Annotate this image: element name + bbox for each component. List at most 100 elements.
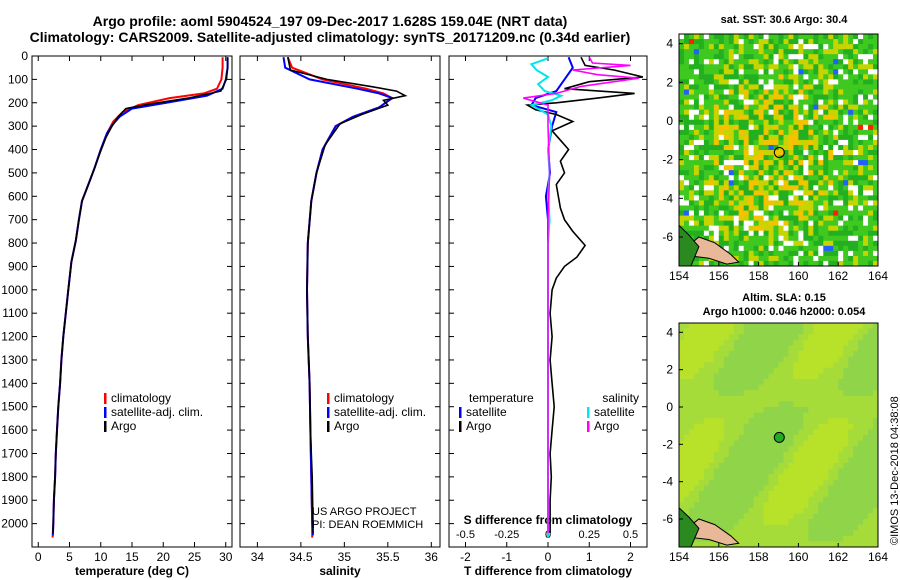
map-cell bbox=[828, 407, 834, 414]
map-cell bbox=[868, 175, 874, 181]
map-cell bbox=[778, 440, 784, 447]
x-tick-label: 5 bbox=[66, 550, 73, 564]
map-cell bbox=[778, 49, 784, 55]
map-cell bbox=[863, 384, 869, 391]
map-cell bbox=[863, 99, 869, 106]
map-cell bbox=[773, 491, 779, 498]
map-cell bbox=[738, 109, 745, 116]
map-cell bbox=[803, 401, 809, 408]
legend-swatch bbox=[104, 407, 107, 418]
map-cell bbox=[768, 351, 775, 358]
map-cell bbox=[703, 165, 710, 171]
map-cell bbox=[763, 94, 770, 101]
map-cell bbox=[778, 362, 784, 369]
map-cell bbox=[793, 39, 799, 45]
map-cell bbox=[733, 165, 740, 171]
map-cell bbox=[873, 180, 879, 186]
map-cell bbox=[803, 524, 809, 531]
map-cell bbox=[853, 367, 859, 374]
map-cell bbox=[838, 69, 844, 75]
map-cell bbox=[713, 384, 720, 391]
map-cell bbox=[813, 530, 819, 537]
map-cell bbox=[738, 463, 745, 470]
map-cell bbox=[708, 225, 715, 232]
map-cell bbox=[823, 440, 829, 447]
map-cell bbox=[833, 134, 839, 141]
map-cell bbox=[753, 139, 760, 146]
map-cell bbox=[768, 384, 775, 391]
map-cell bbox=[693, 190, 700, 196]
map-cell bbox=[738, 155, 745, 161]
map-cell bbox=[788, 225, 794, 232]
map-cell bbox=[818, 99, 824, 106]
map-cell bbox=[843, 496, 849, 503]
map-cell bbox=[858, 114, 864, 121]
map-cell bbox=[813, 418, 819, 425]
map-cell bbox=[863, 530, 869, 537]
map-cell bbox=[708, 79, 715, 85]
map-cell bbox=[773, 479, 779, 486]
map-cell bbox=[818, 435, 824, 442]
map-cell bbox=[783, 185, 789, 191]
map-cell bbox=[783, 491, 789, 498]
map-cell bbox=[793, 535, 799, 542]
map-cell bbox=[748, 429, 755, 436]
map-cell bbox=[868, 351, 874, 358]
map-cell bbox=[858, 129, 864, 136]
map-cell bbox=[713, 34, 720, 40]
map-cell bbox=[828, 205, 834, 212]
map-cell bbox=[808, 260, 814, 267]
map-cell bbox=[758, 210, 765, 217]
map-cell bbox=[698, 401, 705, 408]
map-cell bbox=[698, 328, 705, 335]
map-cell bbox=[758, 235, 765, 242]
map-cell bbox=[813, 323, 819, 330]
map-cell bbox=[808, 474, 814, 481]
map-cell bbox=[743, 496, 750, 503]
map-cell bbox=[853, 530, 859, 537]
map-cell bbox=[718, 479, 725, 486]
map-cell bbox=[803, 54, 809, 60]
map-cell bbox=[788, 139, 794, 146]
map-cell bbox=[679, 395, 685, 402]
map-cell bbox=[843, 170, 849, 176]
map-cell bbox=[818, 134, 824, 141]
map-cell bbox=[733, 240, 740, 247]
map-cell bbox=[753, 323, 760, 330]
map-cell bbox=[803, 412, 809, 419]
map-cell bbox=[843, 367, 849, 374]
map-cell bbox=[793, 210, 799, 217]
map-cell bbox=[818, 474, 824, 481]
map-cell bbox=[723, 79, 730, 85]
map-cell bbox=[848, 59, 854, 65]
map-cell bbox=[793, 496, 799, 503]
map-cell bbox=[788, 124, 794, 131]
map-cell bbox=[708, 485, 715, 492]
map-cell bbox=[788, 339, 794, 346]
map-cell bbox=[783, 235, 789, 242]
map-cell bbox=[693, 129, 700, 136]
map-cell bbox=[843, 379, 849, 386]
map-cell bbox=[828, 94, 834, 101]
map-cell bbox=[783, 64, 789, 70]
map-cell bbox=[693, 210, 700, 217]
map-cell bbox=[863, 89, 869, 96]
map-cell bbox=[708, 362, 715, 369]
map-cell bbox=[853, 230, 859, 237]
map-cell bbox=[843, 524, 849, 531]
map-cell bbox=[778, 323, 784, 330]
map-cell bbox=[818, 124, 824, 131]
map-cell bbox=[828, 395, 834, 402]
map-cell bbox=[713, 502, 720, 509]
map-cell bbox=[753, 250, 760, 257]
map-cell bbox=[858, 84, 864, 90]
map-cell bbox=[738, 535, 745, 542]
map-cell bbox=[773, 245, 779, 252]
legend-title: salinity bbox=[602, 391, 639, 405]
map-cell bbox=[833, 395, 839, 402]
map-cell bbox=[783, 541, 789, 548]
map-cell bbox=[793, 165, 799, 171]
map-cell bbox=[748, 109, 755, 116]
map-cell bbox=[873, 429, 879, 436]
map-cell bbox=[688, 225, 695, 232]
